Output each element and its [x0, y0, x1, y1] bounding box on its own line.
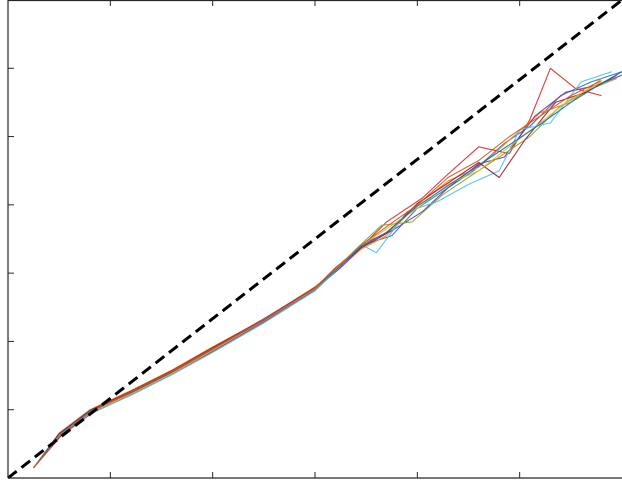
series-lines: [33, 67, 622, 469]
reference-line: [7, 0, 622, 480]
axes: [7, 0, 622, 479]
series-line-10: [33, 80, 602, 469]
series-line-7: [33, 74, 618, 469]
reference-line-group: [7, 0, 622, 480]
